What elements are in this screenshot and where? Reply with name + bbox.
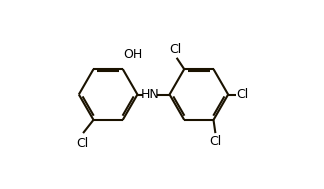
Text: OH: OH bbox=[124, 48, 143, 61]
Text: Cl: Cl bbox=[76, 136, 88, 149]
Text: HN: HN bbox=[141, 88, 159, 101]
Text: Cl: Cl bbox=[209, 135, 222, 148]
Text: Cl: Cl bbox=[169, 43, 182, 56]
Text: Cl: Cl bbox=[237, 88, 249, 101]
